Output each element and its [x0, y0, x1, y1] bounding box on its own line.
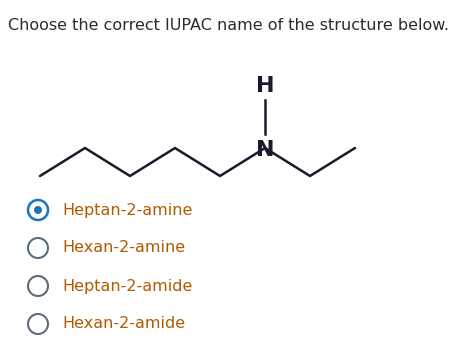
Text: H: H — [256, 76, 274, 96]
Text: N: N — [256, 140, 274, 160]
Circle shape — [34, 206, 42, 214]
Text: Hexan-2-amine: Hexan-2-amine — [62, 241, 185, 256]
Text: Heptan-2-amine: Heptan-2-amine — [62, 202, 192, 218]
Text: Heptan-2-amide: Heptan-2-amide — [62, 278, 192, 293]
Text: Hexan-2-amide: Hexan-2-amide — [62, 317, 185, 332]
Text: Choose the correct IUPAC name of the structure below.: Choose the correct IUPAC name of the str… — [8, 18, 449, 33]
